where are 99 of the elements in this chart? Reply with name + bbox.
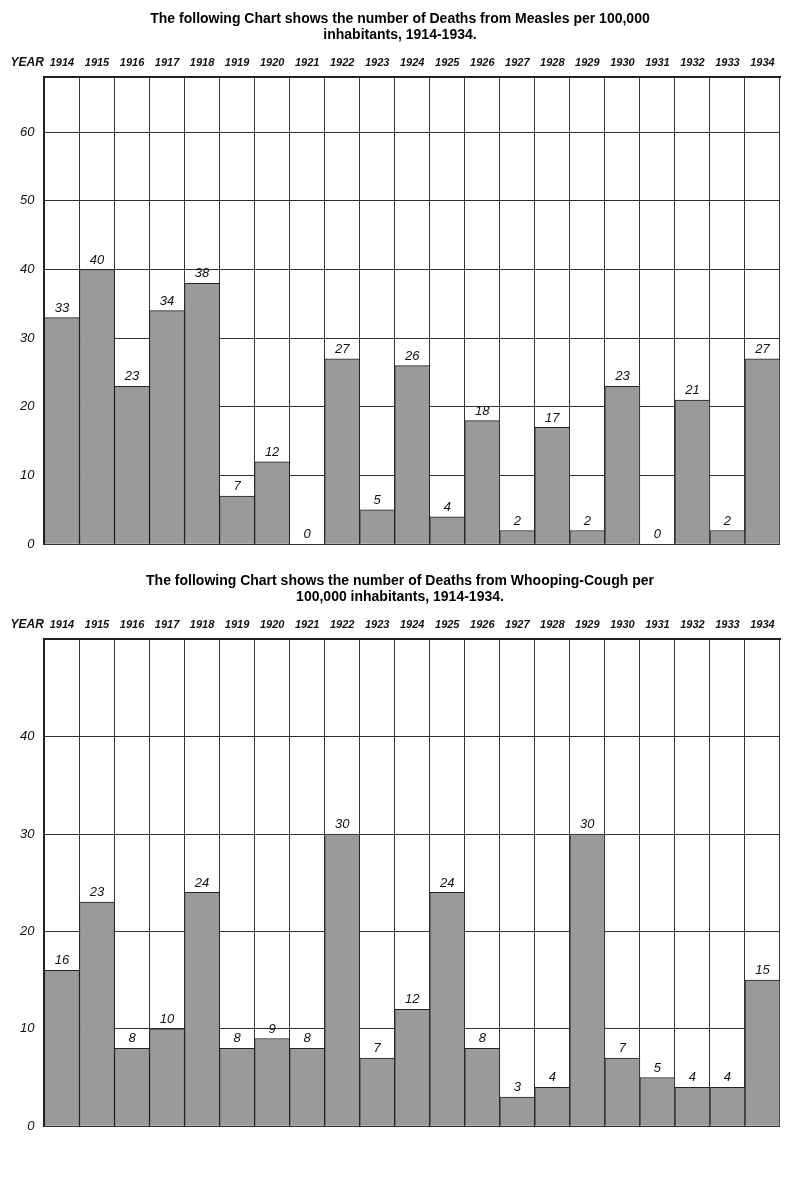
data-label: 30 xyxy=(580,816,596,832)
data-label: 5 xyxy=(373,491,382,507)
data-label: 5 xyxy=(653,1059,662,1075)
data-label: 0 xyxy=(303,526,312,542)
x-tick-label: 1930 xyxy=(610,55,636,68)
data-label: 2 xyxy=(722,512,732,528)
x-tick-label: 1923 xyxy=(364,55,390,68)
x-tick-label: 1929 xyxy=(575,55,601,68)
data-label: 8 xyxy=(478,1030,487,1046)
data-label: 4 xyxy=(723,1069,732,1085)
x-tick-label: 1922 xyxy=(329,55,355,68)
y-tick-label: 30 xyxy=(19,329,36,345)
x-tick-label: 1918 xyxy=(189,617,216,630)
y-tick-label: 10 xyxy=(19,1020,36,1036)
y-tick-label: 60 xyxy=(19,123,36,139)
data-label: 15 xyxy=(755,962,771,978)
x-tick-label: 1918 xyxy=(189,55,216,68)
x-tick-label: 1919 xyxy=(224,617,251,630)
y-tick-label: 20 xyxy=(18,398,36,414)
data-label: 12 xyxy=(264,443,281,459)
y-tick-label: 0 xyxy=(27,535,36,551)
data-label: 10 xyxy=(159,1010,176,1026)
x-tick-label: 1924 xyxy=(399,55,425,68)
data-label: 40 xyxy=(89,251,105,267)
x-tick-label: 1926 xyxy=(470,55,496,68)
data-label: 18 xyxy=(475,402,491,418)
x-tick-label: 1931 xyxy=(645,617,670,630)
y-tick-label: 0 xyxy=(27,1117,36,1133)
y-tick-label: 40 xyxy=(19,261,36,277)
x-tick-label: 1925 xyxy=(435,617,461,630)
data-label: 2 xyxy=(582,512,592,528)
data-label: 27 xyxy=(333,340,351,356)
data-label: 4 xyxy=(688,1069,697,1085)
x-tick-label: 1928 xyxy=(540,617,566,630)
data-label: 8 xyxy=(128,1030,137,1046)
x-tick-label: 1932 xyxy=(680,617,705,630)
x-tick-label: 1927 xyxy=(505,617,531,630)
x-tick-label: 1934 xyxy=(750,617,775,630)
x-tick-label: 1915 xyxy=(84,617,111,630)
x-tick-label: 1917 xyxy=(154,55,181,68)
data-label: 0 xyxy=(653,526,662,542)
y-tick-label: 30 xyxy=(19,825,36,841)
data-label: 23 xyxy=(614,368,631,384)
chart-title: The following Chart shows the number of Deaths from Whooping-Cough per 100,000 inhabitants, 1914-1934. xyxy=(145,571,655,604)
x-tick-label: 1914 xyxy=(49,617,75,630)
x-tick-label: 1930 xyxy=(610,617,636,630)
data-label: 17 xyxy=(545,409,561,425)
x-tick-label: 1920 xyxy=(259,55,286,68)
x-tick-label: 1921 xyxy=(294,617,320,630)
data-label: 23 xyxy=(88,884,105,900)
x-tick-label: 1924 xyxy=(399,617,425,630)
data-label: 2 xyxy=(512,512,522,528)
x-tick-label: 1925 xyxy=(435,55,461,68)
x-tick-label: 1920 xyxy=(259,617,286,630)
data-label: 38 xyxy=(194,265,211,281)
x-tick-label: 1929 xyxy=(575,617,601,630)
data-label: 27 xyxy=(754,340,771,356)
data-label: 12 xyxy=(405,991,421,1007)
y-tick-label: 20 xyxy=(18,923,36,939)
x-axis-title: YEAR xyxy=(10,616,45,631)
x-tick-label: 1933 xyxy=(715,55,740,68)
x-tick-label: 1926 xyxy=(470,617,496,630)
x-tick-label: 1928 xyxy=(540,55,566,68)
data-label: 7 xyxy=(618,1040,627,1056)
y-tick-label: 10 xyxy=(19,467,36,483)
x-tick-label: 1933 xyxy=(715,617,740,630)
x-tick-label: 1931 xyxy=(645,55,670,68)
x-tick-label: 1934 xyxy=(750,55,775,68)
data-label: 3 xyxy=(513,1079,522,1095)
data-label: 24 xyxy=(439,874,455,890)
x-tick-label: 1923 xyxy=(364,617,390,630)
y-tick-label: 40 xyxy=(19,728,36,744)
x-tick-label: 1916 xyxy=(119,55,146,68)
data-label: 26 xyxy=(404,347,421,363)
data-label: 7 xyxy=(373,1040,382,1056)
data-label: 7 xyxy=(233,478,242,494)
x-axis-title: YEAR xyxy=(10,54,45,69)
x-tick-label: 1914 xyxy=(49,55,75,68)
y-tick-label: 50 xyxy=(19,192,36,208)
data-label: 23 xyxy=(123,368,141,384)
data-label: 8 xyxy=(233,1030,242,1046)
x-tick-label: 1917 xyxy=(154,617,181,630)
x-tick-label: 1916 xyxy=(119,617,146,630)
x-tick-label: 1915 xyxy=(84,55,111,68)
data-label: 24 xyxy=(193,874,210,890)
x-tick-label: 1922 xyxy=(329,617,355,630)
chart-title: The following Chart shows the number of Deaths from Measles per 100,000 inhabitants, 1914-1934. xyxy=(149,9,651,42)
x-tick-label: 1932 xyxy=(680,55,705,68)
data-label: 33 xyxy=(54,299,70,315)
x-tick-label: 1921 xyxy=(294,55,320,68)
x-tick-label: 1919 xyxy=(224,55,251,68)
data-label: 21 xyxy=(684,382,700,398)
data-label: 4 xyxy=(548,1069,556,1085)
x-tick-label: 1927 xyxy=(505,55,531,68)
data-label: 34 xyxy=(159,292,175,308)
data-label: 30 xyxy=(334,816,351,832)
data-label: 4 xyxy=(443,498,451,514)
data-label: 16 xyxy=(54,952,70,968)
data-label: 8 xyxy=(303,1030,312,1046)
